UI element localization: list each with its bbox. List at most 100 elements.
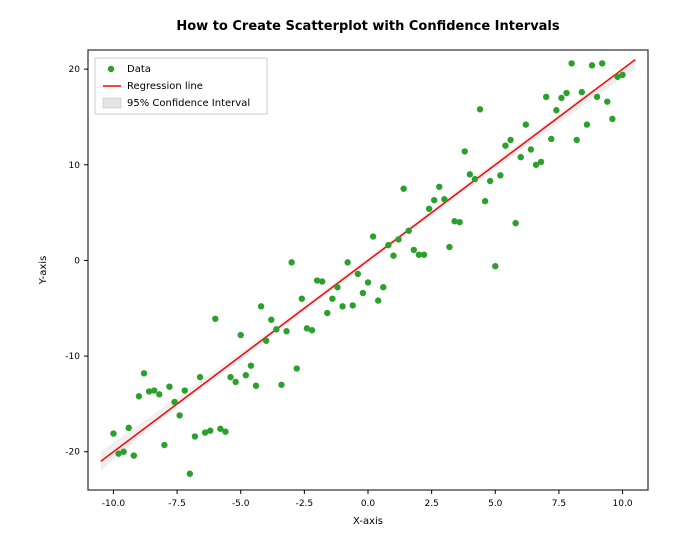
scatter-point: [406, 228, 412, 234]
scatter-point: [584, 121, 590, 127]
scatter-point: [472, 176, 478, 182]
scatter-point: [232, 379, 238, 385]
scatter-point: [548, 136, 554, 142]
scatter-point: [253, 383, 259, 389]
scatter-point: [339, 303, 345, 309]
scatter-point: [268, 317, 274, 323]
scatter-ci-chart: How to Create Scatterplot with Confidenc…: [0, 0, 700, 560]
scatter-point: [594, 94, 600, 100]
scatter-point: [248, 362, 254, 368]
y-tick-label: 10: [69, 161, 81, 171]
scatter-point: [294, 365, 300, 371]
scatter-point: [212, 316, 218, 322]
scatter-point: [487, 178, 493, 184]
scatter-point: [156, 391, 162, 397]
scatter-point: [360, 290, 366, 296]
scatter-point: [136, 393, 142, 399]
scatter-point: [126, 425, 132, 431]
scatter-point: [446, 244, 452, 250]
scatter-point: [609, 116, 615, 122]
scatter-point: [528, 146, 534, 152]
y-tick-label: -10: [65, 352, 80, 362]
scatter-point: [324, 310, 330, 316]
scatter-point: [227, 374, 233, 380]
scatter-point: [192, 433, 198, 439]
y-tick-label: 20: [69, 65, 81, 75]
scatter-point: [283, 328, 289, 334]
scatter-point: [538, 159, 544, 165]
scatter-point: [380, 284, 386, 290]
scatter-point: [350, 302, 356, 308]
scatter-point: [151, 387, 157, 393]
x-tick-label: 0.0: [361, 499, 376, 509]
scatter-point: [131, 452, 137, 458]
scatter-point: [492, 263, 498, 269]
scatter-point: [329, 295, 335, 301]
scatter-point: [120, 449, 126, 455]
scatter-point: [176, 412, 182, 418]
scatter-point: [426, 206, 432, 212]
scatter-point: [263, 338, 269, 344]
scatter-point: [288, 259, 294, 265]
x-tick-label: -2.5: [296, 499, 314, 509]
scatter-point: [563, 90, 569, 96]
scatter-point: [110, 430, 116, 436]
scatter-point: [166, 383, 172, 389]
scatter-point: [441, 196, 447, 202]
scatter-point: [512, 220, 518, 226]
scatter-point: [523, 121, 529, 127]
scatter-point: [421, 251, 427, 257]
scatter-point: [334, 284, 340, 290]
scatter-point: [502, 142, 508, 148]
scatter-point: [141, 370, 147, 376]
x-tick-label: 5.0: [488, 499, 503, 509]
scatter-point: [171, 399, 177, 405]
scatter-point: [243, 372, 249, 378]
scatter-point: [319, 278, 325, 284]
scatter-point: [182, 387, 188, 393]
legend-label: Data: [127, 64, 151, 75]
scatter-point: [187, 471, 193, 477]
x-tick-label: 10.0: [613, 499, 633, 509]
scatter-point: [207, 427, 213, 433]
scatter-point: [395, 236, 401, 242]
legend-label: 95% Confidence Interval: [127, 98, 250, 109]
legend-marker-icon: [108, 66, 114, 72]
scatter-point: [278, 382, 284, 388]
scatter-point: [553, 107, 559, 113]
legend-patch-icon: [103, 98, 121, 108]
scatter-point: [604, 98, 610, 104]
scatter-point: [568, 60, 574, 66]
scatter-point: [400, 185, 406, 191]
scatter-point: [431, 197, 437, 203]
y-axis-label: Y-axis: [38, 256, 49, 286]
scatter-point: [390, 252, 396, 258]
scatter-point: [365, 279, 371, 285]
scatter-point: [370, 233, 376, 239]
scatter-point: [467, 171, 473, 177]
x-tick-label: -7.5: [168, 499, 186, 509]
scatter-point: [518, 154, 524, 160]
scatter-point: [344, 259, 350, 265]
scatter-point: [197, 374, 203, 380]
chart-title: How to Create Scatterplot with Confidenc…: [176, 19, 560, 34]
scatter-point: [456, 219, 462, 225]
scatter-point: [436, 184, 442, 190]
scatter-point: [558, 95, 564, 101]
x-tick-label: 2.5: [424, 499, 438, 509]
scatter-point: [497, 172, 503, 178]
scatter-point: [355, 271, 361, 277]
scatter-point: [161, 442, 167, 448]
scatter-point: [543, 94, 549, 100]
scatter-point: [574, 137, 580, 143]
scatter-point: [238, 332, 244, 338]
scatter-point: [462, 148, 468, 154]
scatter-point: [599, 60, 605, 66]
scatter-point: [375, 297, 381, 303]
scatter-point: [309, 327, 315, 333]
x-tick-label: 7.5: [552, 499, 566, 509]
scatter-point: [258, 303, 264, 309]
x-tick-label: -5.0: [232, 499, 250, 509]
scatter-point: [411, 247, 417, 253]
scatter-point: [385, 242, 391, 248]
